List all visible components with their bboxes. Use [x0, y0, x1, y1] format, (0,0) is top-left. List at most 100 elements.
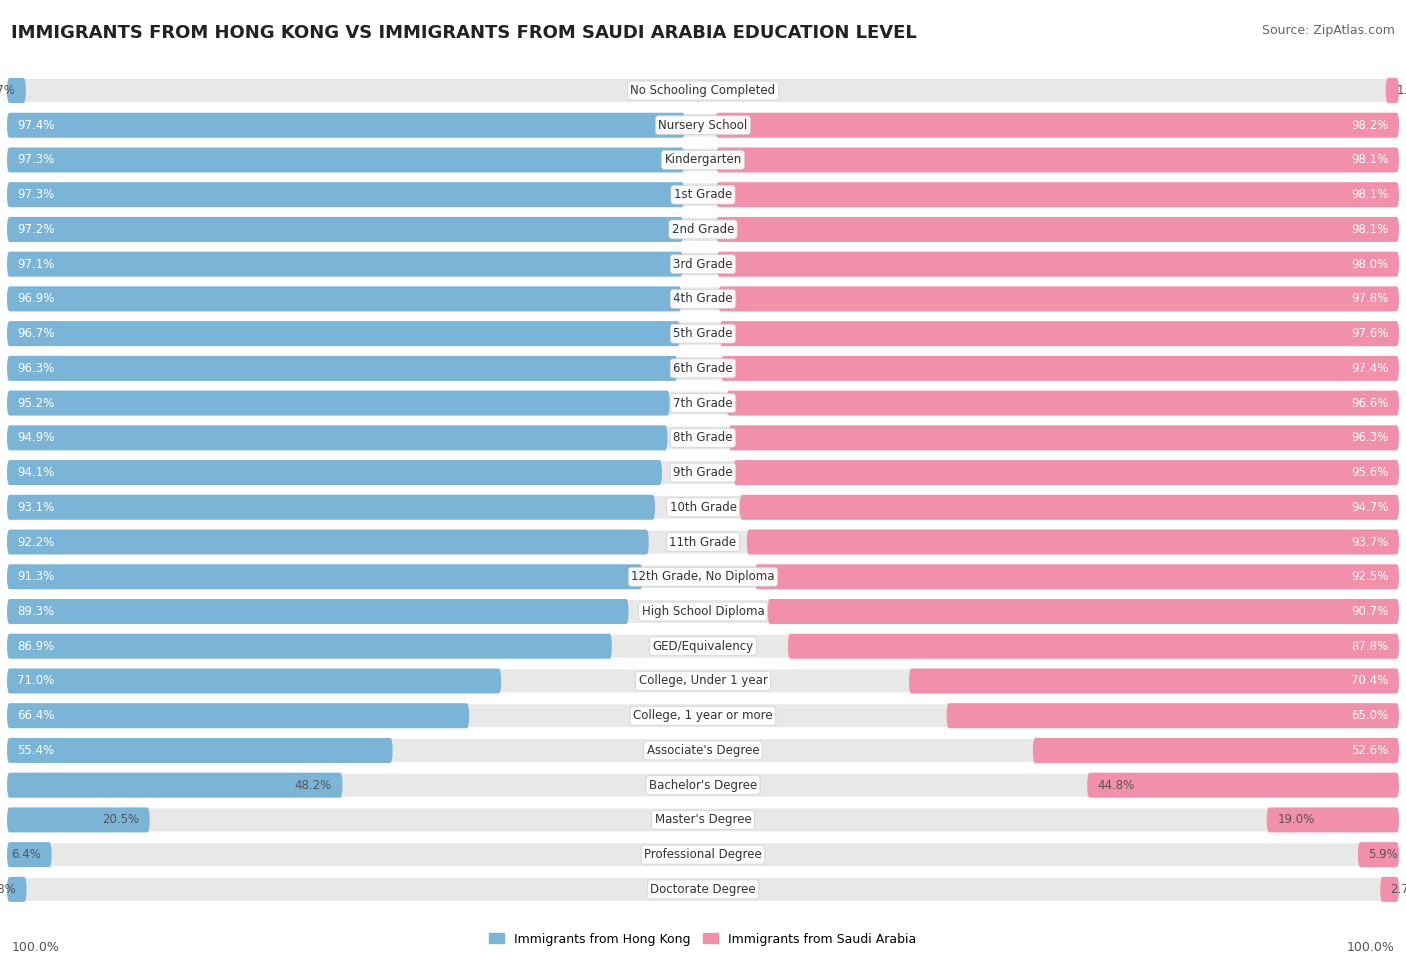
Text: 44.8%: 44.8%: [1098, 779, 1135, 792]
FancyBboxPatch shape: [7, 78, 25, 103]
Text: 96.3%: 96.3%: [17, 362, 55, 374]
FancyBboxPatch shape: [7, 113, 1399, 137]
Text: Doctorate Degree: Doctorate Degree: [650, 883, 756, 896]
FancyBboxPatch shape: [721, 356, 1399, 381]
FancyBboxPatch shape: [7, 460, 1399, 486]
Text: 97.6%: 97.6%: [1351, 328, 1389, 340]
FancyBboxPatch shape: [7, 216, 1399, 242]
Text: 97.4%: 97.4%: [1351, 362, 1389, 374]
FancyBboxPatch shape: [7, 738, 392, 763]
Text: 7th Grade: 7th Grade: [673, 397, 733, 410]
FancyBboxPatch shape: [716, 216, 1399, 242]
FancyBboxPatch shape: [7, 669, 501, 693]
Text: 89.3%: 89.3%: [17, 605, 55, 618]
Text: 98.1%: 98.1%: [1351, 223, 1389, 236]
FancyBboxPatch shape: [716, 147, 1399, 173]
Text: 52.6%: 52.6%: [1351, 744, 1389, 757]
FancyBboxPatch shape: [7, 425, 668, 450]
Text: 86.9%: 86.9%: [17, 640, 55, 652]
Text: 95.6%: 95.6%: [1351, 466, 1389, 479]
Text: 97.2%: 97.2%: [17, 223, 55, 236]
FancyBboxPatch shape: [7, 391, 669, 415]
FancyBboxPatch shape: [7, 772, 1399, 798]
Text: 87.8%: 87.8%: [1351, 640, 1389, 652]
FancyBboxPatch shape: [7, 356, 678, 381]
FancyBboxPatch shape: [7, 287, 1399, 311]
Text: 96.9%: 96.9%: [17, 292, 55, 305]
FancyBboxPatch shape: [1381, 877, 1399, 902]
Text: 6th Grade: 6th Grade: [673, 362, 733, 374]
FancyBboxPatch shape: [7, 287, 682, 311]
FancyBboxPatch shape: [1267, 807, 1399, 833]
Text: 93.7%: 93.7%: [1351, 535, 1389, 549]
FancyBboxPatch shape: [7, 147, 1399, 173]
FancyBboxPatch shape: [7, 877, 1399, 902]
FancyBboxPatch shape: [1087, 772, 1399, 798]
FancyBboxPatch shape: [7, 807, 1399, 833]
FancyBboxPatch shape: [1358, 842, 1399, 867]
FancyBboxPatch shape: [7, 321, 681, 346]
Text: No Schooling Completed: No Schooling Completed: [630, 84, 776, 97]
Text: 96.3%: 96.3%: [1351, 431, 1389, 445]
FancyBboxPatch shape: [7, 772, 343, 798]
Text: 6.4%: 6.4%: [11, 848, 41, 861]
FancyBboxPatch shape: [7, 703, 470, 728]
FancyBboxPatch shape: [7, 391, 1399, 415]
FancyBboxPatch shape: [740, 494, 1399, 520]
Text: Professional Degree: Professional Degree: [644, 848, 762, 861]
FancyBboxPatch shape: [717, 252, 1399, 277]
FancyBboxPatch shape: [727, 391, 1399, 415]
Text: 8th Grade: 8th Grade: [673, 431, 733, 445]
FancyBboxPatch shape: [7, 356, 1399, 381]
Text: 100.0%: 100.0%: [1347, 941, 1395, 955]
FancyBboxPatch shape: [768, 599, 1399, 624]
FancyBboxPatch shape: [910, 669, 1399, 693]
Text: 92.2%: 92.2%: [17, 535, 55, 549]
Text: 10th Grade: 10th Grade: [669, 501, 737, 514]
Text: 5.9%: 5.9%: [1368, 848, 1398, 861]
FancyBboxPatch shape: [7, 877, 27, 902]
FancyBboxPatch shape: [7, 807, 149, 833]
FancyBboxPatch shape: [1386, 78, 1399, 103]
FancyBboxPatch shape: [7, 529, 648, 555]
Text: 98.0%: 98.0%: [1351, 257, 1389, 271]
Text: 48.2%: 48.2%: [295, 779, 332, 792]
FancyBboxPatch shape: [7, 113, 685, 137]
FancyBboxPatch shape: [718, 287, 1399, 311]
FancyBboxPatch shape: [747, 529, 1399, 555]
FancyBboxPatch shape: [787, 634, 1399, 659]
Text: 97.1%: 97.1%: [17, 257, 55, 271]
Text: Bachelor's Degree: Bachelor's Degree: [650, 779, 756, 792]
Text: IMMIGRANTS FROM HONG KONG VS IMMIGRANTS FROM SAUDI ARABIA EDUCATION LEVEL: IMMIGRANTS FROM HONG KONG VS IMMIGRANTS …: [11, 24, 917, 42]
FancyBboxPatch shape: [7, 634, 1399, 659]
FancyBboxPatch shape: [716, 182, 1399, 208]
Text: 11th Grade: 11th Grade: [669, 535, 737, 549]
Text: 97.4%: 97.4%: [17, 119, 55, 132]
Text: 94.7%: 94.7%: [1351, 501, 1389, 514]
Text: 3rd Grade: 3rd Grade: [673, 257, 733, 271]
Text: 97.3%: 97.3%: [17, 188, 55, 201]
Text: 95.2%: 95.2%: [17, 397, 55, 410]
Text: 98.1%: 98.1%: [1351, 188, 1389, 201]
FancyBboxPatch shape: [946, 703, 1399, 728]
FancyBboxPatch shape: [7, 182, 1399, 208]
Text: GED/Equivalency: GED/Equivalency: [652, 640, 754, 652]
FancyBboxPatch shape: [7, 252, 683, 277]
FancyBboxPatch shape: [7, 634, 612, 659]
Text: 2.7%: 2.7%: [0, 84, 15, 97]
Text: 91.3%: 91.3%: [17, 570, 55, 583]
Text: Associate's Degree: Associate's Degree: [647, 744, 759, 757]
FancyBboxPatch shape: [7, 529, 1399, 555]
FancyBboxPatch shape: [7, 599, 1399, 624]
Text: 66.4%: 66.4%: [17, 709, 55, 722]
Text: 5th Grade: 5th Grade: [673, 328, 733, 340]
Text: 65.0%: 65.0%: [1351, 709, 1389, 722]
Text: 12th Grade, No Diploma: 12th Grade, No Diploma: [631, 570, 775, 583]
FancyBboxPatch shape: [7, 565, 643, 589]
FancyBboxPatch shape: [1033, 738, 1399, 763]
Text: 98.1%: 98.1%: [1351, 153, 1389, 167]
Text: College, Under 1 year: College, Under 1 year: [638, 675, 768, 687]
Text: 9th Grade: 9th Grade: [673, 466, 733, 479]
Text: 96.7%: 96.7%: [17, 328, 55, 340]
Text: 2nd Grade: 2nd Grade: [672, 223, 734, 236]
